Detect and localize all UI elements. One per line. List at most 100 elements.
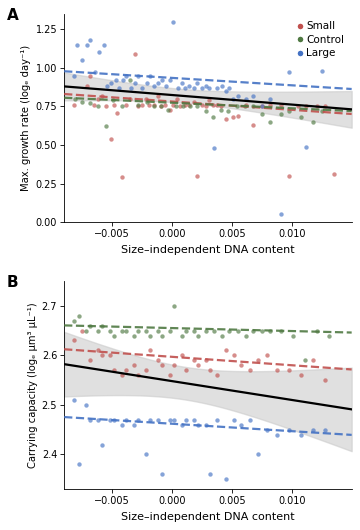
Point bbox=[95, 102, 100, 111]
Point bbox=[87, 321, 93, 330]
Point bbox=[144, 79, 150, 87]
Point bbox=[298, 113, 304, 121]
Point bbox=[159, 470, 165, 479]
Point bbox=[114, 108, 120, 117]
Point bbox=[95, 326, 100, 335]
Point bbox=[87, 99, 93, 108]
Point bbox=[195, 420, 201, 429]
Point bbox=[180, 102, 186, 111]
Point bbox=[83, 326, 89, 335]
Point bbox=[91, 101, 97, 109]
Point bbox=[275, 366, 280, 374]
Point bbox=[123, 416, 129, 424]
Point bbox=[116, 84, 122, 92]
Point bbox=[278, 101, 284, 109]
Point bbox=[310, 118, 316, 126]
Point bbox=[72, 94, 78, 103]
Point bbox=[223, 87, 229, 95]
Point bbox=[167, 371, 172, 379]
Point bbox=[191, 416, 197, 424]
Point bbox=[151, 82, 157, 91]
Point bbox=[171, 416, 177, 424]
Point bbox=[100, 351, 105, 359]
Point bbox=[243, 101, 249, 109]
Point bbox=[143, 450, 148, 458]
Point bbox=[87, 356, 93, 365]
Point bbox=[155, 91, 161, 100]
Point bbox=[71, 72, 77, 80]
Point bbox=[184, 416, 189, 424]
Point bbox=[170, 17, 176, 26]
Point bbox=[95, 94, 100, 103]
Point bbox=[278, 326, 284, 335]
Point bbox=[319, 107, 325, 116]
Point bbox=[146, 101, 152, 109]
Point bbox=[210, 101, 216, 109]
Point bbox=[107, 351, 113, 359]
Point bbox=[87, 36, 93, 45]
Point bbox=[179, 331, 184, 340]
Point bbox=[135, 326, 141, 335]
Point bbox=[135, 72, 141, 80]
Point bbox=[203, 356, 208, 365]
Point bbox=[135, 371, 141, 379]
Point bbox=[235, 111, 241, 120]
Point bbox=[326, 331, 332, 340]
Point bbox=[120, 76, 126, 84]
Point bbox=[303, 142, 309, 151]
Point bbox=[132, 79, 138, 87]
Point bbox=[123, 101, 129, 109]
Point bbox=[287, 68, 292, 77]
Point bbox=[199, 84, 205, 92]
Point bbox=[226, 326, 232, 335]
Point bbox=[159, 76, 165, 84]
Point bbox=[113, 76, 118, 84]
Point bbox=[267, 118, 273, 126]
Point bbox=[302, 356, 308, 365]
Point bbox=[143, 326, 148, 335]
Point bbox=[174, 94, 180, 103]
Point bbox=[107, 416, 113, 424]
Point bbox=[207, 470, 213, 479]
Point bbox=[155, 356, 161, 365]
Point bbox=[135, 416, 141, 424]
Point bbox=[127, 94, 133, 103]
Point bbox=[79, 98, 85, 106]
Point bbox=[218, 105, 224, 114]
Point bbox=[159, 331, 165, 340]
Point bbox=[135, 101, 141, 109]
Point bbox=[278, 210, 284, 218]
Point bbox=[207, 366, 213, 374]
Point bbox=[100, 321, 105, 330]
Point bbox=[223, 346, 229, 355]
Point bbox=[251, 326, 256, 335]
Point bbox=[310, 356, 316, 365]
Point bbox=[184, 366, 189, 374]
Point bbox=[76, 460, 81, 469]
Point bbox=[247, 416, 253, 424]
Point bbox=[71, 101, 77, 109]
Point bbox=[211, 144, 217, 152]
Point bbox=[203, 420, 208, 429]
Point bbox=[127, 76, 133, 84]
Point bbox=[131, 420, 136, 429]
Point bbox=[84, 82, 90, 91]
Point bbox=[131, 331, 136, 340]
Point bbox=[225, 107, 231, 116]
Point bbox=[295, 102, 301, 111]
Point bbox=[211, 326, 217, 335]
Point bbox=[131, 361, 136, 369]
Point bbox=[100, 91, 105, 100]
Point bbox=[267, 101, 273, 109]
Point bbox=[218, 102, 224, 111]
Point bbox=[319, 67, 325, 75]
Point bbox=[87, 416, 93, 424]
Point bbox=[108, 135, 114, 143]
Point bbox=[148, 346, 153, 355]
Point bbox=[144, 98, 150, 106]
Point bbox=[287, 107, 292, 116]
Point bbox=[234, 102, 239, 111]
Point bbox=[239, 420, 244, 429]
Point bbox=[235, 91, 241, 100]
Point bbox=[111, 96, 116, 104]
